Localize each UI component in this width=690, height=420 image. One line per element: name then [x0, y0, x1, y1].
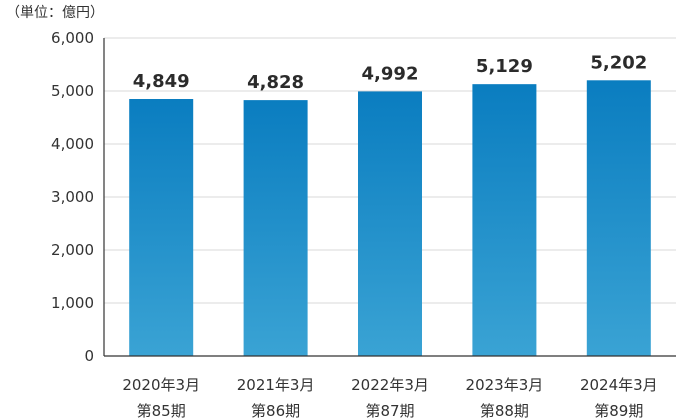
bar: [586, 80, 651, 356]
y-tick-label: 6,000: [51, 29, 94, 47]
y-tick-label: 1,000: [51, 294, 94, 312]
x-tick-label-period: 第86期: [251, 402, 300, 420]
bar: [129, 99, 194, 357]
x-tick-label-year: 2022年3月: [351, 376, 429, 394]
labels: 0 1,000 2,000 3,000 4,000 5,000 6,000 4,849 2020…: [51, 29, 658, 420]
data-label: 5,202: [590, 52, 647, 73]
data-label: 4,992: [362, 63, 419, 84]
y-tick-label: 4,000: [51, 135, 94, 153]
y-tick-label: 5,000: [51, 82, 94, 100]
x-tick-label-period: 第88期: [480, 402, 529, 420]
x-tick-label-period: 第85期: [137, 402, 186, 420]
data-label: 4,849: [133, 71, 190, 92]
data-label: 4,828: [247, 72, 304, 93]
bar: [472, 84, 537, 357]
x-tick-label-period: 第89期: [594, 402, 643, 420]
data-label: 5,129: [476, 56, 533, 77]
bar: [358, 91, 422, 356]
x-tick-label-period: 第87期: [365, 402, 414, 420]
y-tick-label: 2,000: [51, 241, 94, 259]
x-tick-label-year: 2020年3月: [122, 376, 200, 394]
y-tick-label: 3,000: [51, 188, 94, 206]
x-tick-label-year: 2023年3月: [466, 376, 544, 394]
bars: [129, 80, 651, 357]
x-tick-label-year: 2024年3月: [580, 376, 658, 394]
bar: [243, 100, 308, 356]
unit-label: （単位：億円）: [6, 5, 104, 21]
x-tick-label-year: 2021年3月: [237, 376, 315, 394]
axes: [103, 38, 676, 357]
y-tick-label: 0: [84, 347, 94, 365]
